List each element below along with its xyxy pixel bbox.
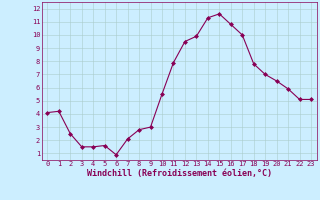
X-axis label: Windchill (Refroidissement éolien,°C): Windchill (Refroidissement éolien,°C) <box>87 169 272 178</box>
